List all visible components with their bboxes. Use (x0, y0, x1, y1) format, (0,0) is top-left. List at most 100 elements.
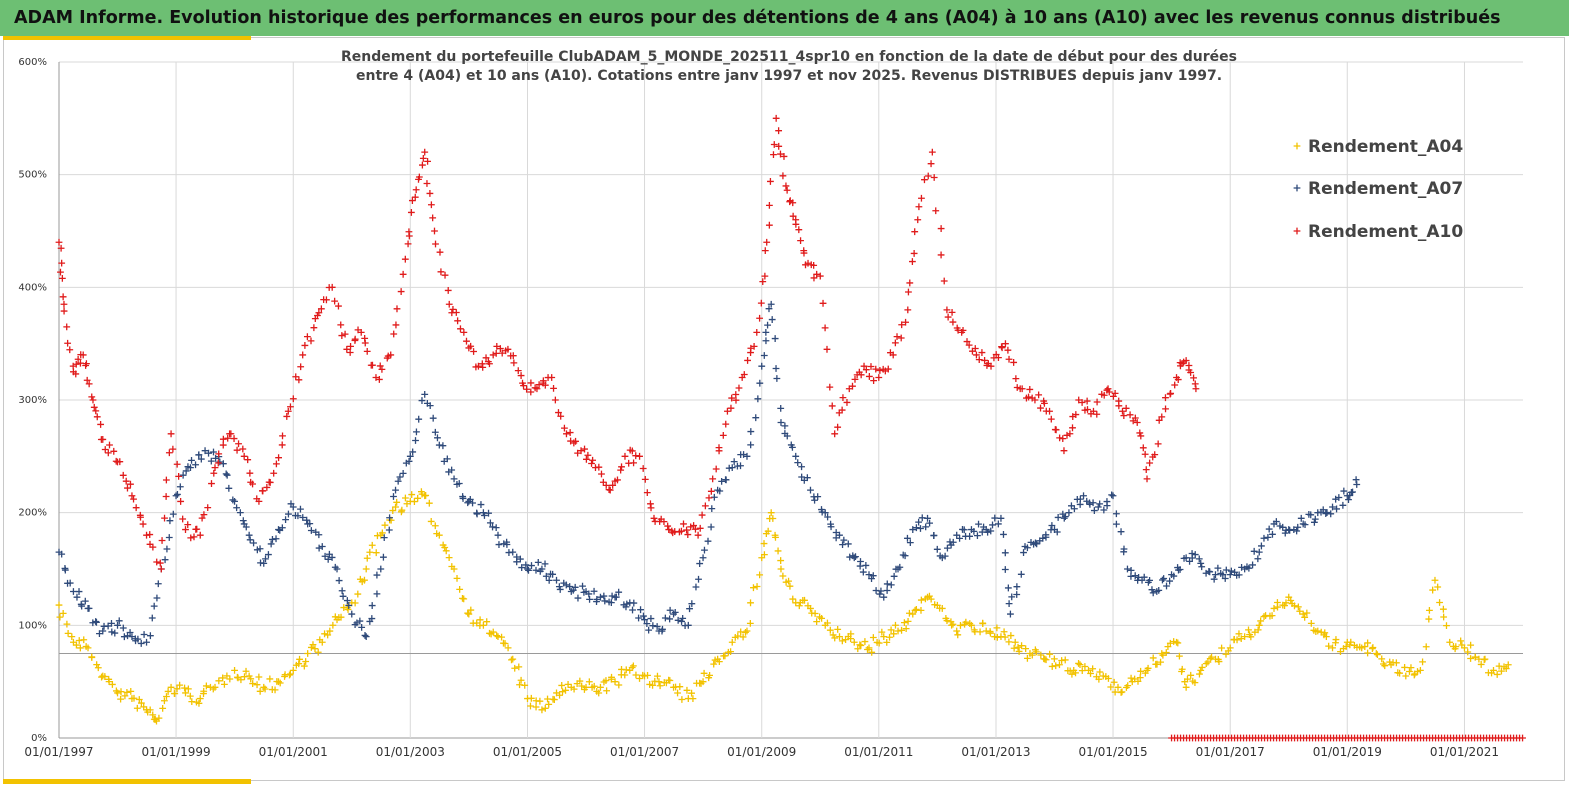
point-rendement-a04 (1504, 661, 1512, 669)
point-rendement-a10 (230, 435, 238, 442)
point-rendement-a04 (1429, 586, 1437, 594)
point-rendement-a04 (1361, 643, 1369, 650)
point-rendement-a07 (1042, 531, 1050, 539)
point-rendement-a04 (159, 704, 167, 712)
point-rendement-a10 (517, 372, 525, 379)
point-rendement-a04 (354, 590, 362, 598)
point-rendement-a07 (1032, 539, 1039, 547)
point-rendement-a04 (381, 521, 389, 529)
point-rendement-a07 (1166, 577, 1174, 585)
point-rendement-a04 (1056, 661, 1063, 669)
point-rendement-a04 (123, 688, 131, 696)
point-rendement-a10 (1010, 359, 1018, 366)
point-rendement-a07 (869, 572, 877, 580)
point-rendement-a10 (628, 447, 636, 455)
point-rendement-a04 (1406, 668, 1413, 675)
point-rendement-a10 (978, 349, 986, 356)
point-rendement-a10 (865, 373, 873, 380)
point-rendement-a10 (299, 351, 307, 359)
point-rendement-a04 (1434, 583, 1442, 591)
point-rendement-a07 (641, 616, 648, 624)
point-rendement-a07 (66, 579, 74, 587)
point-rendement-a07 (377, 565, 385, 573)
point-rendement-a10 (467, 342, 475, 350)
point-rendement-a10 (930, 174, 938, 181)
point-rendement-a04 (898, 626, 905, 634)
point-rendement-a10 (724, 407, 731, 415)
point-rendement-a04 (689, 695, 697, 703)
point-rendement-a04 (361, 576, 368, 584)
point-rendement-a04 (414, 494, 422, 502)
point-rendement-a10 (959, 326, 967, 334)
point-rendement-a10 (215, 450, 223, 458)
point-rendement-a10 (200, 511, 208, 519)
point-rendement-a04 (678, 696, 686, 703)
point-rendement-a07 (207, 457, 215, 465)
point-rendement-a07 (987, 527, 995, 535)
point-rendement-a10 (445, 300, 453, 308)
point-rendement-a10 (441, 271, 449, 279)
point-rendement-a07 (896, 563, 904, 571)
point-rendement-a04 (431, 522, 439, 530)
point-rendement-a10 (307, 337, 315, 345)
point-rendement-a10 (1013, 384, 1021, 391)
point-rendement-a04 (108, 681, 116, 688)
point-rendement-a07 (58, 550, 66, 558)
point-rendement-a04 (868, 648, 876, 656)
point-rendement-a04 (453, 574, 461, 582)
point-rendement-a07 (659, 625, 666, 633)
x-tick-label: 01/01/2005 (493, 745, 562, 759)
point-rendement-a04 (857, 642, 865, 649)
point-rendement-a07 (612, 593, 620, 601)
point-rendement-a04 (527, 702, 534, 710)
point-rendement-a04 (1325, 642, 1333, 650)
point-rendement-a10 (1111, 389, 1119, 397)
point-rendement-a07 (448, 466, 456, 474)
point-rendement-a10 (577, 447, 585, 455)
point-rendement-a07 (1307, 511, 1315, 519)
point-rendement-a04 (688, 689, 695, 697)
point-rendement-a10 (169, 445, 177, 453)
point-rendement-a10 (55, 238, 63, 246)
point-rendement-a10 (208, 480, 215, 487)
point-rendement-a04 (1461, 644, 1468, 652)
point-rendement-a04 (1110, 678, 1118, 686)
point-rendement-a04 (326, 627, 334, 635)
point-rendement-a07 (686, 605, 693, 613)
point-rendement-a07 (1120, 548, 1128, 556)
point-rendement-a10 (1072, 411, 1080, 418)
point-rendement-a07 (647, 615, 655, 622)
point-rendement-a10 (1192, 385, 1200, 393)
point-rendement-a04 (807, 605, 814, 612)
point-rendement-a04 (393, 498, 401, 506)
point-rendement-a07 (373, 571, 381, 579)
point-rendement-a04 (847, 635, 855, 643)
point-rendement-a07 (984, 528, 992, 536)
point-rendement-a07 (154, 580, 162, 588)
point-rendement-a04 (1464, 648, 1472, 656)
point-rendement-a10 (93, 413, 101, 421)
point-rendement-a10 (563, 430, 570, 438)
point-rendement-a10 (770, 141, 778, 148)
point-rendement-a10 (821, 324, 829, 332)
point-rendement-a07 (679, 614, 687, 622)
point-rendement-a10 (937, 225, 945, 232)
point-rendement-a07 (260, 559, 268, 567)
point-rendement-a04 (902, 625, 910, 633)
point-rendement-a04 (445, 554, 453, 562)
point-rendement-a07 (566, 583, 574, 590)
point-rendement-a10 (1154, 440, 1162, 448)
point-rendement-a10 (1146, 459, 1154, 467)
point-rendement-a10 (614, 476, 621, 484)
point-rendement-a07 (1090, 507, 1098, 514)
point-rendement-a07 (994, 520, 1002, 528)
point-rendement-a04 (615, 681, 623, 689)
point-rendement-a04 (886, 633, 893, 641)
point-rendement-a04 (585, 678, 593, 686)
point-rendement-a04 (1337, 648, 1344, 655)
point-rendement-a10 (412, 186, 420, 194)
point-rendement-a10 (584, 451, 592, 459)
point-rendement-a07 (836, 531, 843, 539)
point-rendement-a07 (307, 527, 315, 534)
x-tick-label: 01/01/1999 (141, 745, 210, 759)
